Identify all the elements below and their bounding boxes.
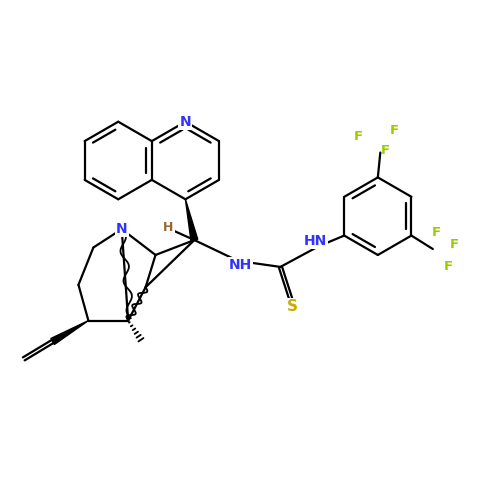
Text: F: F (380, 144, 390, 156)
Text: S: S (287, 299, 298, 314)
Text: F: F (444, 260, 454, 274)
Polygon shape (51, 320, 88, 344)
Polygon shape (186, 200, 198, 241)
Text: F: F (432, 226, 441, 238)
Text: F: F (390, 124, 399, 136)
Text: N: N (116, 222, 128, 236)
Text: HN: HN (304, 234, 327, 248)
Text: NH: NH (229, 258, 252, 272)
Text: F: F (450, 238, 459, 250)
Text: N: N (180, 114, 191, 128)
Text: H: H (164, 221, 173, 234)
Text: F: F (354, 130, 362, 142)
